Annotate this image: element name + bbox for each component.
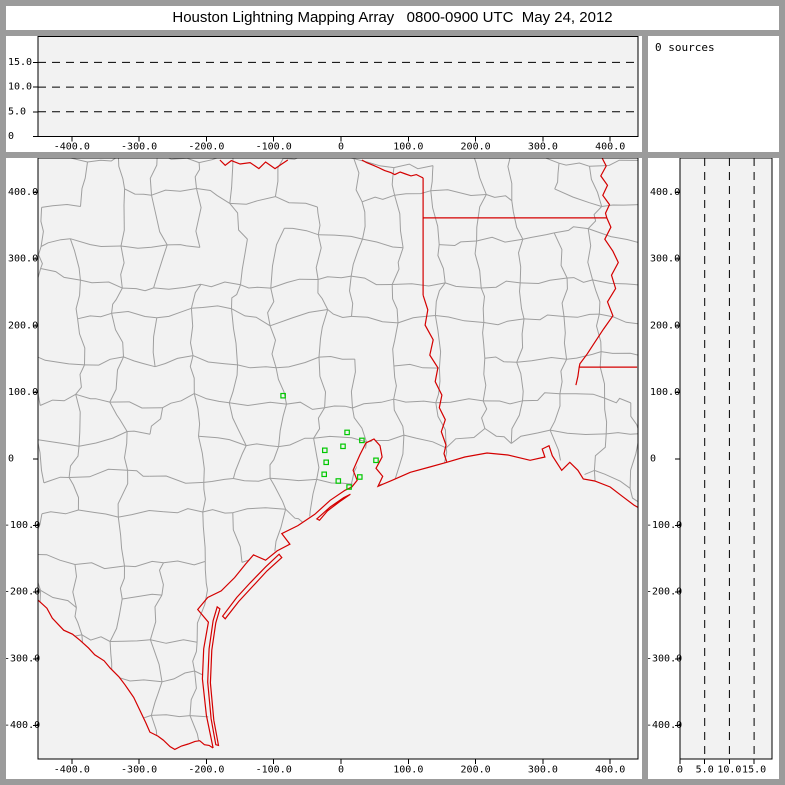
ns-altitude-plot[interactable]: 400.0 300.0 200.0 100.0 0 -100.0 -200.0 -300.0 -… bbox=[648, 158, 779, 779]
station-marker bbox=[322, 447, 328, 454]
ew-tick-label: -100.0 bbox=[256, 765, 292, 776]
title-bar: Houston Lightning Mapping Array 0800-090… bbox=[6, 6, 779, 30]
ns-tick-label: -100.0 bbox=[648, 520, 682, 531]
station-marker bbox=[280, 392, 286, 399]
ew-tick-label: -400.0 bbox=[54, 142, 90, 153]
ns-tick-label: 400.0 bbox=[8, 187, 38, 198]
ns-altitude-panel: 400.0 300.0 200.0 100.0 0 -100.0 -200.0 -300.0 -… bbox=[648, 158, 779, 779]
altitude-tick-label: 10.0 bbox=[717, 765, 741, 776]
mississippi-river bbox=[575, 158, 619, 386]
ns-tick-label: -400.0 bbox=[648, 720, 682, 731]
ns-tick-label: -400.0 bbox=[6, 720, 40, 731]
ns-tick-label: 0 bbox=[8, 454, 14, 465]
ns-tick-label: -300.0 bbox=[6, 653, 40, 664]
station-marker bbox=[340, 443, 346, 450]
gulf-coastline bbox=[196, 438, 638, 749]
ns-tick-label: 100.0 bbox=[650, 387, 680, 398]
plan-view-axes: 400.0 300.0 200.0 100.0 0 -100.0 -200.0 -300.0 -… bbox=[6, 187, 625, 775]
red-river bbox=[361, 159, 424, 179]
ew-tick-label: 200.0 bbox=[461, 765, 491, 776]
ns-tick-label: 100.0 bbox=[8, 387, 38, 398]
red-river bbox=[219, 159, 289, 170]
station-marker bbox=[359, 437, 365, 444]
rio-grande-river bbox=[38, 599, 214, 751]
station-marker bbox=[346, 484, 352, 490]
ew-tick-label: 0 bbox=[338, 765, 344, 776]
ew-tick-label: 100.0 bbox=[393, 142, 423, 153]
plan-view-panel: 400.0 300.0 200.0 100.0 0 -100.0 -200.0 -300.0 -… bbox=[6, 158, 642, 779]
ns-tick-label: 300.0 bbox=[8, 254, 38, 265]
station-marker bbox=[335, 478, 342, 484]
barrier-island bbox=[315, 493, 351, 522]
ns-tick-label: 200.0 bbox=[650, 320, 680, 331]
ew-tick-label: -100.0 bbox=[256, 142, 292, 153]
ew-tick-label: 300.0 bbox=[528, 765, 558, 776]
ew-tick-label: 400.0 bbox=[595, 142, 625, 153]
ew-altitude-panel: 15.0 10.0 5.0 0 -400.0 -300.0 -200.0 -100.0 0 100… bbox=[6, 36, 642, 152]
station-marker bbox=[357, 474, 363, 480]
altitude-tick-label: 0 bbox=[677, 765, 683, 776]
station-marker bbox=[344, 429, 350, 436]
altitude-tick-label: 0 bbox=[8, 131, 14, 142]
ew-tick-label: 100.0 bbox=[393, 765, 423, 776]
ns-tick-label: 400.0 bbox=[650, 187, 680, 198]
altitude-tick-label: 15.0 bbox=[742, 765, 766, 776]
ew-tick-label: -400.0 bbox=[54, 765, 90, 776]
ns-tick-label: 0 bbox=[650, 454, 656, 465]
altitude-tick-label: 5.0 bbox=[8, 106, 26, 117]
station-markers bbox=[280, 392, 379, 490]
ew-tick-label: -300.0 bbox=[121, 142, 157, 153]
page-title: Houston Lightning Mapping Array 0800-090… bbox=[172, 9, 613, 26]
ns-tick-label: -100.0 bbox=[6, 520, 40, 531]
sabine-river bbox=[422, 295, 448, 462]
station-marker bbox=[321, 471, 328, 478]
ew-tick-label: -300.0 bbox=[121, 765, 157, 776]
ew-tick-label: 400.0 bbox=[595, 765, 625, 776]
ew-tick-label: -200.0 bbox=[188, 142, 224, 153]
station-marker bbox=[373, 457, 379, 464]
altitude-tick-label: 10.0 bbox=[8, 82, 32, 93]
ew-tick-label: 0 bbox=[338, 142, 344, 153]
ew-tick-label: 300.0 bbox=[528, 142, 558, 153]
ew-altitude-axes: 15.0 10.0 5.0 0 -400.0 -300.0 -200.0 -100.0 0 100… bbox=[8, 57, 625, 152]
barrier-island bbox=[221, 553, 283, 620]
ew-altitude-gridlines bbox=[38, 61, 638, 113]
ns-tick-label: -200.0 bbox=[6, 587, 40, 598]
ns-tick-label: 300.0 bbox=[650, 254, 680, 265]
ns-tick-label: -300.0 bbox=[648, 653, 682, 664]
ew-altitude-plot[interactable]: 15.0 10.0 5.0 0 -400.0 -300.0 -200.0 -100.0 0 100… bbox=[6, 36, 642, 152]
barrier-island bbox=[207, 605, 221, 747]
ns-tick-label: -200.0 bbox=[648, 587, 682, 598]
altitude-tick-label: 5.0 bbox=[696, 765, 714, 776]
ew-tick-label: -200.0 bbox=[188, 765, 224, 776]
ns-altitude-axes: 400.0 300.0 200.0 100.0 0 -100.0 -200.0 -300.0 -… bbox=[648, 187, 766, 775]
state-borders-and-coastline bbox=[38, 158, 638, 751]
plan-view-plot[interactable]: 400.0 300.0 200.0 100.0 0 -100.0 -200.0 -300.0 -… bbox=[6, 158, 642, 779]
ew-tick-label: 200.0 bbox=[461, 142, 491, 153]
ns-altitude-gridlines bbox=[704, 158, 755, 759]
ns-tick-label: 200.0 bbox=[8, 320, 38, 331]
altitude-tick-label: 15.0 bbox=[8, 57, 32, 68]
sources-panel: 0 sources bbox=[648, 36, 779, 152]
station-marker bbox=[323, 459, 330, 466]
sources-count-label: 0 sources bbox=[655, 41, 715, 54]
